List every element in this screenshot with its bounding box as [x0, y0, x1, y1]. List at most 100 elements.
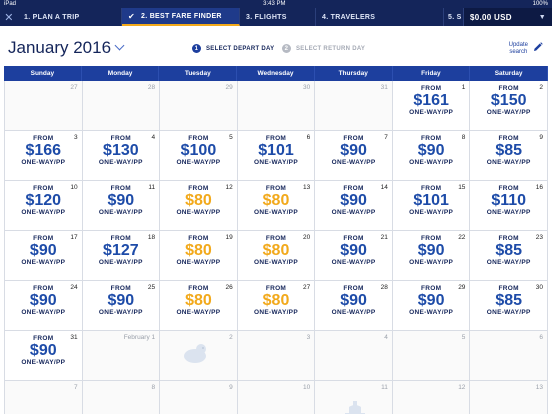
day-number: 3 — [306, 334, 311, 341]
trip-total-button[interactable]: $0.00 USD ▼ — [464, 8, 552, 26]
fare-type-label: ONE-WAY/PP — [176, 259, 221, 266]
weekday-tuesday: Tuesday — [159, 66, 238, 81]
fare-type-label: ONE-WAY/PP — [409, 159, 454, 166]
fare-info: FROM $80 ONE-WAY/PP — [160, 185, 237, 216]
fare-type-label: ONE-WAY/PP — [486, 159, 531, 166]
fare-type-label: ONE-WAY/PP — [254, 309, 298, 316]
calendar-day-cell[interactable]: 26 FROM $80 ONE-WAY/PP — [160, 281, 238, 331]
day-number: 15 — [458, 184, 466, 191]
calendar-day-cell[interactable]: 25 FROM $90 ONE-WAY/PP — [82, 281, 161, 331]
weekday-header-row: Sunday Monday Tuesday Wednesday Thursday Frid… — [4, 66, 548, 81]
update-search-button[interactable]: Update search — [509, 42, 528, 56]
fare-info: FROM $101 ONE-WAY/PP — [238, 135, 315, 166]
fare-amount: $90 — [107, 192, 135, 209]
fare-from-label: FROM — [420, 85, 442, 92]
calendar-day-cell[interactable]: 10 FROM $120 ONE-WAY/PP — [5, 181, 83, 231]
weekday-monday: Monday — [82, 66, 160, 81]
fare-info: FROM $90 ONE-WAY/PP — [315, 285, 392, 316]
calendar-day-cell: 27 — [5, 81, 83, 131]
fare-type-label: ONE-WAY/PP — [21, 209, 66, 216]
calendar-day-cell[interactable]: 22 FROM $90 ONE-WAY/PP — [392, 231, 471, 281]
close-icon[interactable]: ✕ — [4, 11, 14, 24]
day-number: 14 — [380, 184, 388, 191]
fare-type-label: ONE-WAY/PP — [331, 309, 376, 316]
calendar-day-cell[interactable]: 20 FROM $80 ONE-WAY/PP — [237, 231, 316, 281]
fare-from-label: FROM — [33, 285, 54, 292]
fare-from-label: FROM — [420, 135, 442, 142]
fare-type-label: ONE-WAY/PP — [331, 209, 376, 216]
calendar-day-cell: 6 — [470, 331, 548, 381]
calendar-day-cell[interactable]: 6 FROM $101 ONE-WAY/PP — [237, 131, 316, 181]
fare-info: FROM $90 ONE-WAY/PP — [315, 185, 392, 216]
step-best-fare-finder[interactable]: ✔ 2. BEST FARE FINDER — [122, 8, 240, 26]
weekday-sunday: Sunday — [4, 66, 82, 81]
calendar-day-cell[interactable]: 7 FROM $90 ONE-WAY/PP — [315, 131, 393, 181]
day-number: 9 — [229, 384, 233, 391]
calendar-day-cell[interactable]: 19 FROM $80 ONE-WAY/PP — [160, 231, 238, 281]
calendar-day-cell[interactable]: 24 FROM $90 ONE-WAY/PP — [5, 281, 83, 331]
calendar-day-cell[interactable]: 4 FROM $130 ONE-WAY/PP — [82, 131, 161, 181]
step-plan-a-trip[interactable]: 1. PLAN A TRIP — [18, 8, 122, 26]
calendar-day-cell[interactable]: 16 FROM $110 ONE-WAY/PP — [470, 181, 548, 231]
fare-from-label: FROM — [110, 235, 132, 242]
calendar-day-cell[interactable]: 30 FROM $85 ONE-WAY/PP — [470, 281, 548, 331]
fare-amount: $150 — [490, 92, 527, 109]
calendar-day-cell[interactable]: 9 FROM $85 ONE-WAY/PP — [470, 131, 548, 181]
calendar-day-cell[interactable]: 15 FROM $101 ONE-WAY/PP — [392, 181, 471, 231]
fare-info: FROM $80 ONE-WAY/PP — [238, 235, 315, 266]
day-number: 24 — [70, 284, 78, 291]
day-number: 6 — [306, 134, 311, 141]
select-return-label: SELECT RETURN DAY — [296, 45, 366, 52]
calendar-day-cell[interactable]: 5 FROM $100 ONE-WAY/PP — [160, 131, 238, 181]
fare-from-label: FROM — [498, 235, 519, 242]
fare-calendar: Sunday Monday Tuesday Wednesday Thursday Frid… — [4, 66, 548, 414]
calendar-day-cell[interactable]: 23 FROM $85 ONE-WAY/PP — [470, 231, 548, 281]
weekday-saturday: Saturday — [470, 66, 548, 81]
pencil-icon[interactable] — [533, 42, 543, 52]
calendar-day-cell: 7 — [5, 381, 83, 414]
calendar-day-cell[interactable]: 3 FROM $166 ONE-WAY/PP — [5, 131, 83, 181]
fare-from-label: FROM — [33, 235, 54, 242]
fare-type-label: ONE-WAY/PP — [254, 259, 298, 266]
day-number: 27 — [303, 284, 311, 291]
day-number: 7 — [384, 134, 388, 141]
step-flights[interactable]: 3. FLIGHTS — [240, 8, 316, 26]
calendar-day-cell[interactable]: 13 FROM $80 ONE-WAY/PP — [237, 181, 316, 231]
fare-type-label: ONE-WAY/PP — [254, 209, 298, 216]
calendar-day-cell[interactable]: 11 FROM $90 ONE-WAY/PP — [82, 181, 161, 231]
weekday-thursday: Thursday — [315, 66, 393, 81]
calendar-day-cell[interactable]: 28 FROM $90 ONE-WAY/PP — [315, 281, 393, 331]
step-number-badge: 1 — [192, 44, 201, 53]
fare-info: FROM $90 ONE-WAY/PP — [5, 285, 82, 316]
calendar-day-cell[interactable]: 31 FROM $90 ONE-WAY/PP — [5, 331, 83, 381]
fare-from-label: FROM — [420, 285, 442, 292]
day-number: February 1 — [123, 334, 156, 341]
fare-type-label: ONE-WAY/PP — [98, 259, 143, 266]
calendar-day-cell: 12 — [392, 381, 471, 414]
fare-type-label: ONE-WAY/PP — [176, 309, 221, 316]
calendar-day-cell[interactable]: 29 FROM $90 ONE-WAY/PP — [392, 281, 471, 331]
calendar-day-cell[interactable]: 2 FROM $150 ONE-WAY/PP — [470, 81, 548, 131]
calendar-day-cell[interactable]: 12 FROM $80 ONE-WAY/PP — [160, 181, 238, 231]
step-travelers[interactable]: 4. TRAVELERS — [316, 8, 444, 26]
fare-info: FROM $120 ONE-WAY/PP — [5, 185, 82, 216]
calendar-day-cell[interactable]: 27 FROM $80 ONE-WAY/PP — [237, 281, 316, 331]
calendar-day-cell[interactable]: 8 FROM $90 ONE-WAY/PP — [392, 131, 471, 181]
calendar-day-cell[interactable]: 21 FROM $90 ONE-WAY/PP — [315, 231, 393, 281]
fare-amount: $166 — [25, 142, 62, 159]
fare-from-label: FROM — [343, 185, 364, 192]
calendar-day-cell[interactable]: 18 FROM $127 ONE-WAY/PP — [82, 231, 161, 281]
calendar-day-cell[interactable]: 17 FROM $90 ONE-WAY/PP — [5, 231, 83, 281]
trip-total-amount: $0.00 USD — [470, 12, 512, 22]
fare-amount: $90 — [107, 292, 135, 309]
day-number: 6 — [539, 334, 543, 341]
fare-type-label: ONE-WAY/PP — [21, 359, 66, 366]
calendar-day-cell: 31 — [315, 81, 393, 131]
calendar-day-cell[interactable]: 1 FROM $161 ONE-WAY/PP — [392, 81, 471, 131]
fare-type-label: ONE-WAY/PP — [98, 209, 143, 216]
step-5[interactable]: 5. S — [444, 8, 464, 26]
fare-type-label: ONE-WAY/PP — [486, 109, 531, 116]
fare-type-label: ONE-WAY/PP — [21, 159, 66, 166]
calendar-day-cell[interactable]: 14 FROM $90 ONE-WAY/PP — [315, 181, 393, 231]
month-selector[interactable]: January 2016 — [8, 38, 125, 58]
